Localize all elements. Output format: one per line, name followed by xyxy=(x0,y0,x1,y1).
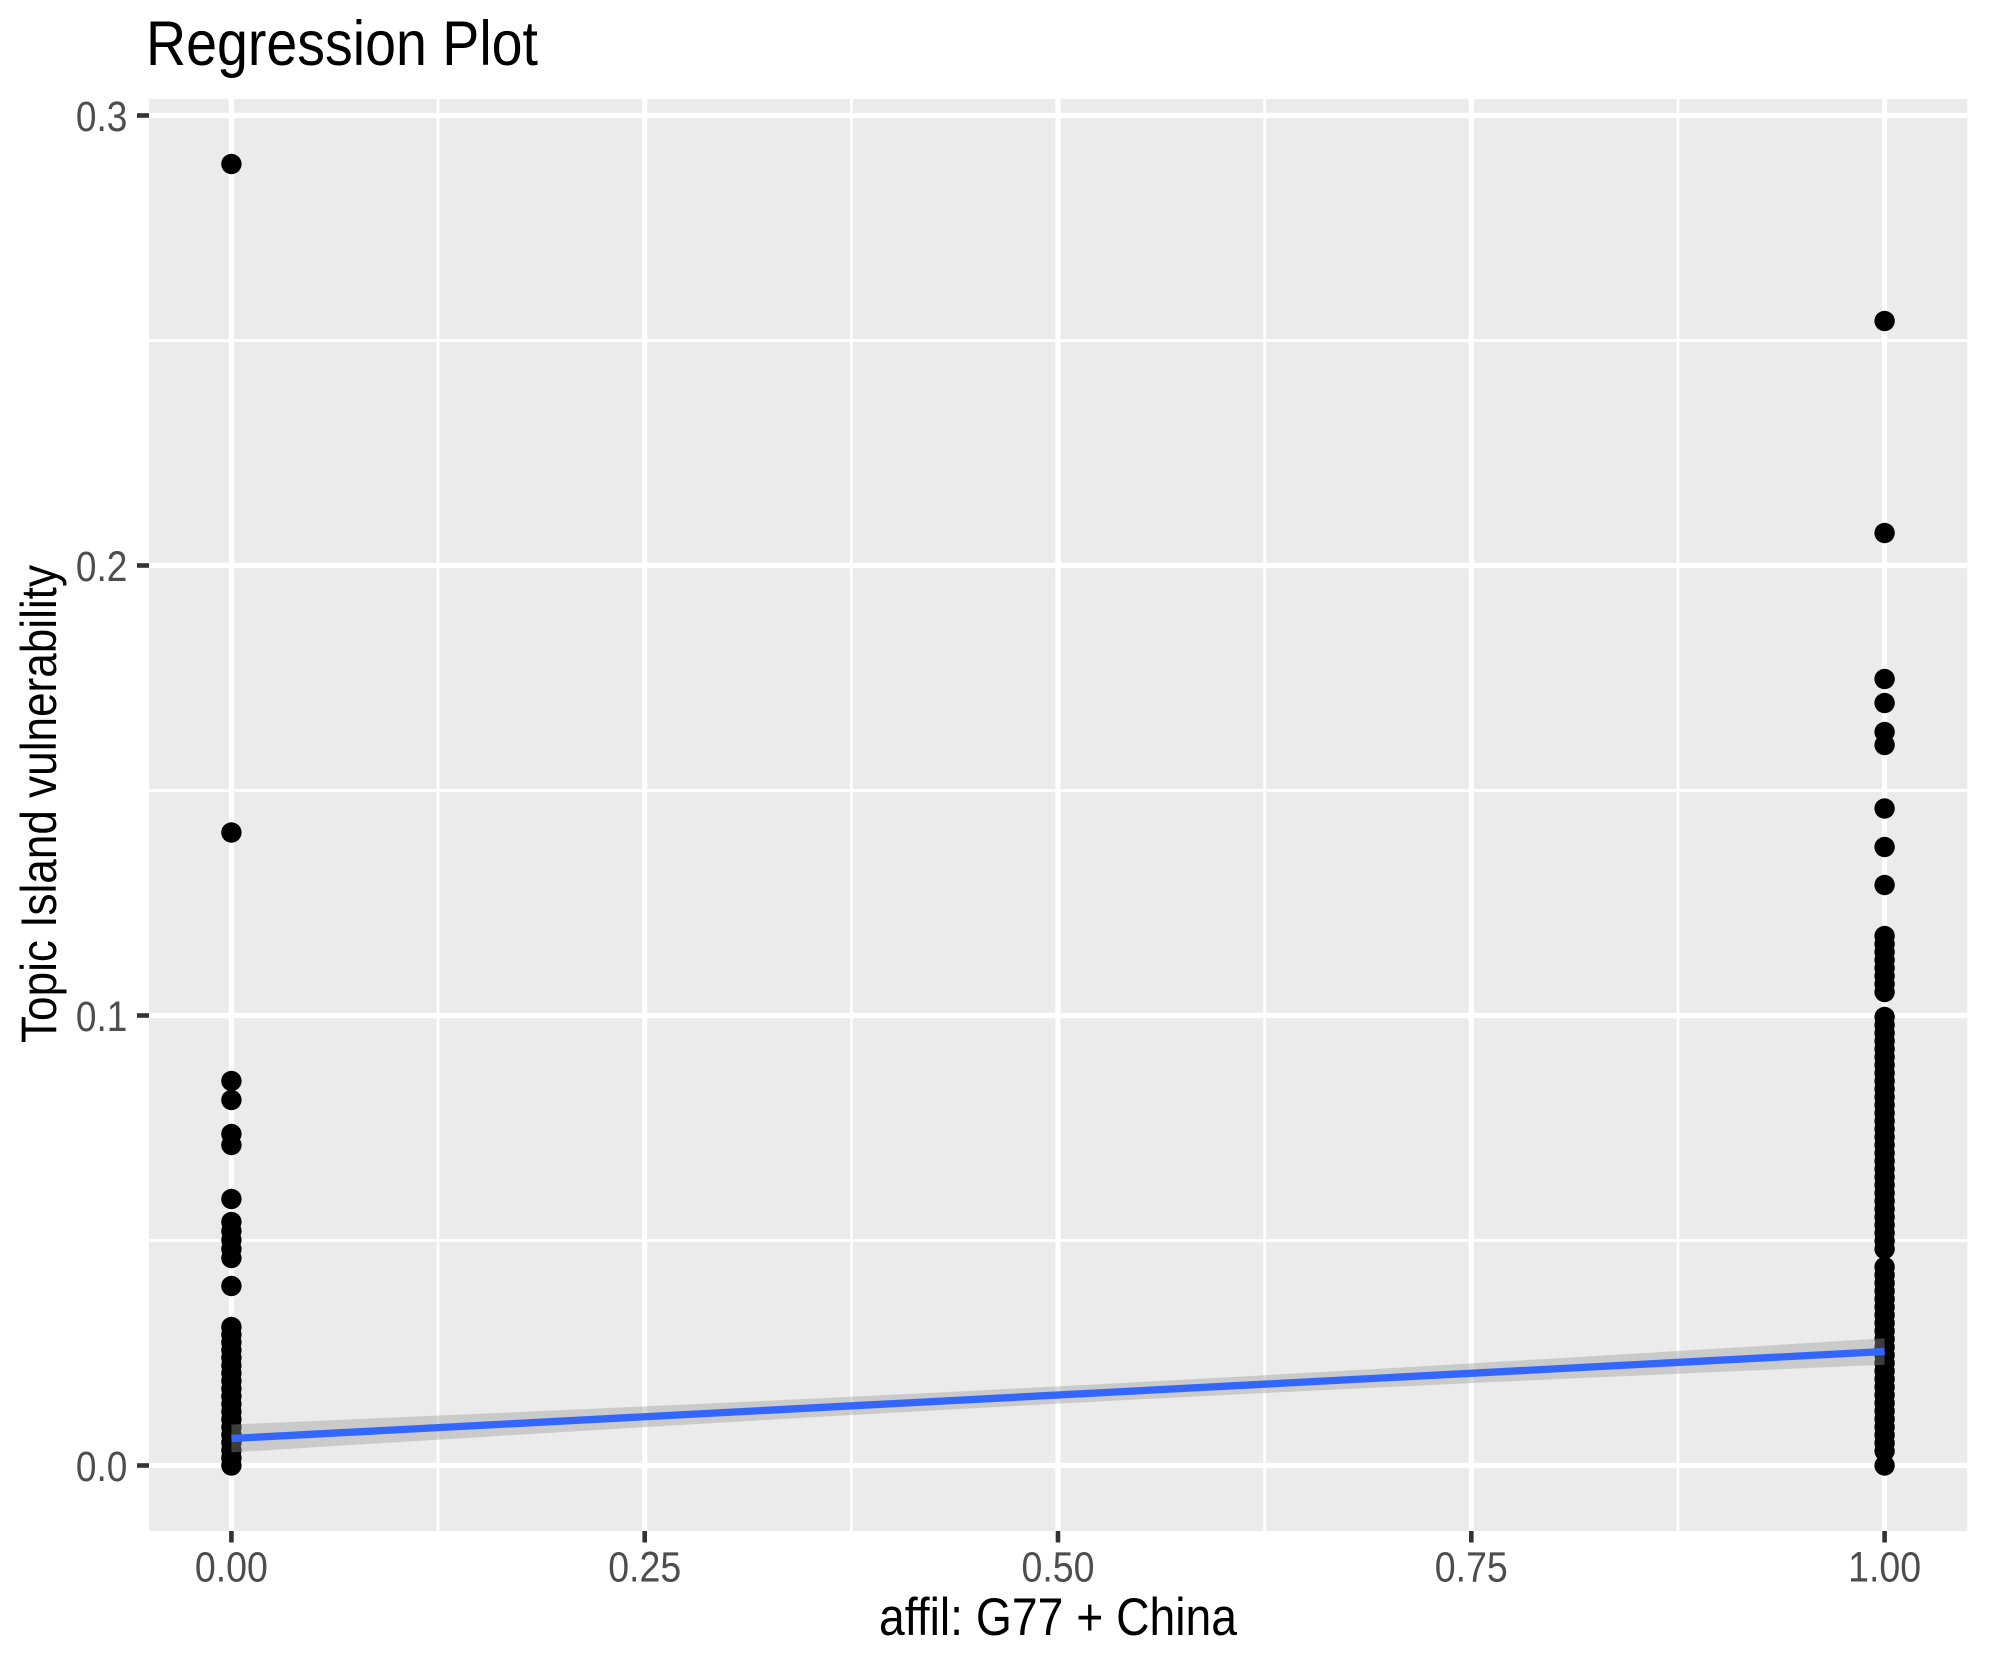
svg-text:0.2: 0.2 xyxy=(76,543,128,590)
svg-text:Regression Plot: Regression Plot xyxy=(146,9,538,79)
svg-text:0.0: 0.0 xyxy=(76,1443,128,1490)
svg-text:1.00: 1.00 xyxy=(1848,1544,1921,1591)
svg-text:0.3: 0.3 xyxy=(76,93,128,140)
svg-text:0.25: 0.25 xyxy=(608,1544,681,1591)
svg-text:0.75: 0.75 xyxy=(1435,1544,1508,1591)
svg-text:affil: G77 + China: affil: G77 + China xyxy=(879,1588,1237,1647)
svg-text:0.00: 0.00 xyxy=(195,1544,268,1591)
svg-text:0.1: 0.1 xyxy=(76,993,128,1040)
svg-text:0.50: 0.50 xyxy=(1022,1544,1095,1591)
svg-text:Topic Island vulnerability: Topic Island vulnerability xyxy=(10,564,67,1043)
